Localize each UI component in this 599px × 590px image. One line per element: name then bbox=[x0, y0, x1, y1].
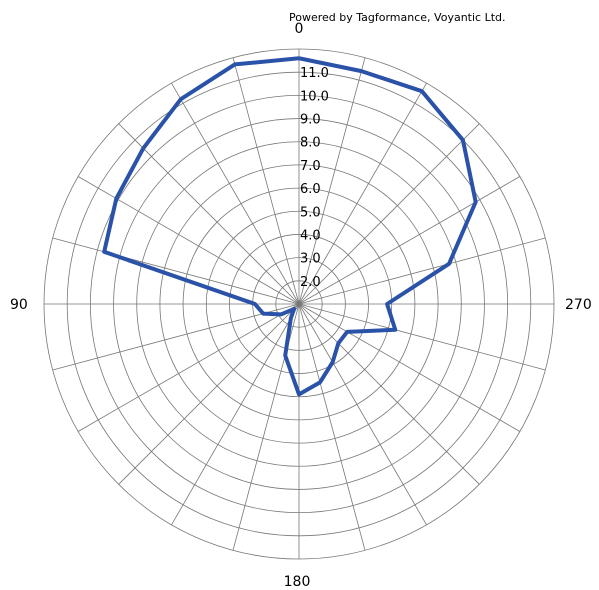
grid-spoke-45 bbox=[118, 123, 300, 305]
ring-label-9: 11.0 bbox=[300, 66, 329, 81]
polar-grid bbox=[43, 48, 555, 560]
ring-label-1: 3.0 bbox=[300, 252, 321, 267]
grid-spoke-195 bbox=[298, 303, 366, 551]
ring-label-5: 7.0 bbox=[300, 159, 321, 174]
ring-label-6: 8.0 bbox=[300, 136, 321, 151]
grid-spoke-60 bbox=[77, 176, 300, 305]
grid-spoke-240 bbox=[298, 303, 521, 432]
ring-label-3: 5.0 bbox=[300, 205, 321, 220]
angle-label-180: 180 bbox=[284, 574, 311, 590]
grid-spoke-315 bbox=[298, 123, 480, 305]
grid-spoke-120 bbox=[77, 303, 300, 432]
ring-label-4: 6.0 bbox=[300, 182, 321, 197]
ring-label-0: 2.0 bbox=[300, 275, 321, 290]
ring-label-7: 9.0 bbox=[300, 113, 321, 128]
ring-label-2: 4.0 bbox=[300, 228, 321, 243]
grid-spoke-345 bbox=[298, 57, 366, 305]
grid-spoke-135 bbox=[118, 303, 300, 485]
ring-label-8: 10.0 bbox=[300, 89, 329, 104]
grid-spoke-150 bbox=[171, 303, 300, 526]
angle-label-0: 0 bbox=[295, 21, 304, 37]
series-line bbox=[102, 56, 478, 397]
grid-spoke-255 bbox=[298, 303, 546, 371]
grid-spoke-75 bbox=[52, 237, 300, 305]
grid-spoke-105 bbox=[52, 303, 300, 371]
grid-spoke-30 bbox=[171, 82, 300, 305]
ring-labels: 2.0 3.0 4.0 5.0 6.0 7.0 8.0 9.0 10.0 11.0 bbox=[300, 66, 329, 290]
grid-spoke-285 bbox=[298, 237, 546, 305]
angle-label-270: 270 bbox=[565, 297, 592, 313]
grid-spoke-15 bbox=[232, 57, 300, 305]
grid-spoke-330 bbox=[298, 82, 427, 305]
grid-spoke-225 bbox=[298, 303, 480, 485]
grid-spoke-300 bbox=[298, 176, 521, 305]
grid-spoke-210 bbox=[298, 303, 427, 526]
chart-credit: Powered by Tagformance, Voyantic Ltd. bbox=[289, 11, 506, 24]
angle-label-90: 90 bbox=[10, 297, 28, 313]
